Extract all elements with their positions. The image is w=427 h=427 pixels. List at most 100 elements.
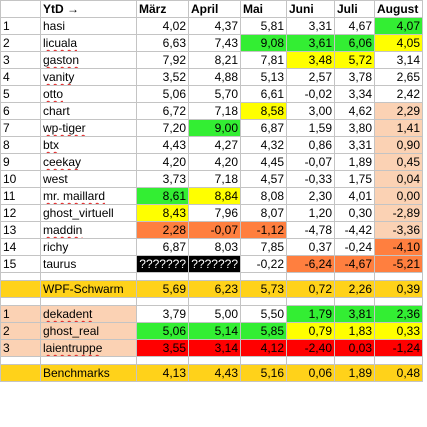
- value-cell[interactable]: 4,05: [374, 34, 423, 52]
- empty-cell[interactable]: [286, 297, 335, 306]
- value-cell[interactable]: -0,07: [286, 153, 335, 171]
- value-cell[interactable]: -4,78: [286, 221, 335, 239]
- value-cell[interactable]: 5,16: [240, 364, 287, 382]
- value-cell[interactable]: -0,24: [334, 238, 375, 256]
- value-cell[interactable]: 5,14: [188, 322, 241, 340]
- empty-cell[interactable]: [334, 356, 375, 365]
- value-cell[interactable]: 5,50: [240, 305, 287, 323]
- rank-cell[interactable]: 9: [0, 153, 41, 171]
- header-month-cell[interactable]: Juni: [286, 0, 335, 18]
- rank-cell[interactable]: 1: [0, 17, 41, 35]
- value-cell[interactable]: 4,43: [136, 136, 189, 154]
- empty-cell[interactable]: [374, 297, 423, 306]
- rank-cell[interactable]: 1: [0, 305, 41, 323]
- value-cell[interactable]: 0,30: [334, 204, 375, 222]
- value-cell[interactable]: 4,01: [334, 187, 375, 205]
- empty-cell[interactable]: [40, 297, 137, 306]
- name-cell[interactable]: laientruppe: [40, 339, 137, 357]
- rank-cell[interactable]: 3: [0, 51, 41, 69]
- value-cell[interactable]: 3,81: [334, 305, 375, 323]
- value-cell[interactable]: 5,70: [188, 85, 241, 103]
- empty-cell[interactable]: [40, 356, 137, 365]
- empty-cell[interactable]: [188, 272, 241, 281]
- value-cell[interactable]: 8,21: [188, 51, 241, 69]
- name-cell[interactable]: ceekay: [40, 153, 137, 171]
- value-cell[interactable]: 8,03: [188, 238, 241, 256]
- value-cell[interactable]: 4,67: [334, 17, 375, 35]
- value-cell[interactable]: -2,89: [374, 204, 423, 222]
- value-cell[interactable]: 0,45: [374, 153, 423, 171]
- value-cell[interactable]: 0,00: [374, 187, 423, 205]
- value-cell[interactable]: 3,52: [136, 68, 189, 86]
- value-cell[interactable]: 1,75: [334, 170, 375, 188]
- value-cell[interactable]: 3,61: [286, 34, 335, 52]
- empty-cell[interactable]: [374, 272, 423, 281]
- value-cell[interactable]: 3,80: [334, 119, 375, 137]
- value-cell[interactable]: 3,14: [374, 51, 423, 69]
- value-cell[interactable]: 4,12: [240, 339, 287, 357]
- value-cell[interactable]: 1,89: [334, 364, 375, 382]
- value-cell[interactable]: 4,43: [188, 364, 241, 382]
- empty-cell[interactable]: [286, 272, 335, 281]
- value-cell[interactable]: 7,20: [136, 119, 189, 137]
- name-cell[interactable]: btx: [40, 136, 137, 154]
- rank-cell[interactable]: 3: [0, 339, 41, 357]
- rank-cell[interactable]: 6: [0, 102, 41, 120]
- value-cell[interactable]: 0,03: [334, 339, 375, 357]
- header-month-cell[interactable]: März: [136, 0, 189, 18]
- value-cell[interactable]: 4,32: [240, 136, 287, 154]
- value-cell[interactable]: -0,07: [188, 221, 241, 239]
- value-cell[interactable]: 0,37: [286, 238, 335, 256]
- value-cell[interactable]: 7,81: [240, 51, 287, 69]
- empty-cell[interactable]: [188, 356, 241, 365]
- rank-cell[interactable]: 4: [0, 68, 41, 86]
- name-cell[interactable]: richy: [40, 238, 137, 256]
- value-cell[interactable]: 5,72: [334, 51, 375, 69]
- empty-cell[interactable]: [40, 272, 137, 281]
- header-month-cell[interactable]: Mai: [240, 0, 287, 18]
- value-cell[interactable]: 9,00: [188, 119, 241, 137]
- value-cell[interactable]: 5,73: [240, 280, 287, 298]
- value-cell[interactable]: 0,90: [374, 136, 423, 154]
- value-cell[interactable]: 0,33: [374, 322, 423, 340]
- rank-cell[interactable]: [0, 364, 41, 382]
- header-ytd-cell[interactable]: YtD →: [40, 0, 137, 18]
- value-cell[interactable]: 1,83: [334, 322, 375, 340]
- empty-cell[interactable]: [136, 356, 189, 365]
- name-cell[interactable]: hasi: [40, 17, 137, 35]
- empty-cell[interactable]: [0, 356, 41, 365]
- value-cell[interactable]: 0,06: [286, 364, 335, 382]
- rank-cell[interactable]: 5: [0, 85, 41, 103]
- value-cell[interactable]: 4,57: [240, 170, 287, 188]
- value-cell[interactable]: 5,06: [136, 85, 189, 103]
- value-cell[interactable]: 2,36: [374, 305, 423, 323]
- header-month-cell[interactable]: April: [188, 0, 241, 18]
- empty-cell[interactable]: [334, 272, 375, 281]
- empty-cell[interactable]: [374, 356, 423, 365]
- empty-cell[interactable]: [188, 297, 241, 306]
- value-cell[interactable]: 3,79: [136, 305, 189, 323]
- empty-cell[interactable]: [240, 272, 287, 281]
- value-cell[interactable]: 5,00: [188, 305, 241, 323]
- value-cell[interactable]: 5,85: [240, 322, 287, 340]
- name-cell[interactable]: dekadent: [40, 305, 137, 323]
- empty-cell[interactable]: [0, 297, 41, 306]
- value-cell[interactable]: 1,20: [286, 204, 335, 222]
- value-cell[interactable]: 4,07: [374, 17, 423, 35]
- value-cell[interactable]: 4,20: [188, 153, 241, 171]
- value-cell[interactable]: 5,06: [136, 322, 189, 340]
- name-cell[interactable]: wp-tiger: [40, 119, 137, 137]
- value-cell[interactable]: 4,02: [136, 17, 189, 35]
- empty-cell[interactable]: [286, 356, 335, 365]
- value-cell[interactable]: 4,20: [136, 153, 189, 171]
- value-cell[interactable]: 3,73: [136, 170, 189, 188]
- value-cell[interactable]: -4,42: [334, 221, 375, 239]
- rank-cell[interactable]: 15: [0, 255, 41, 273]
- value-cell[interactable]: -5,21: [374, 255, 423, 273]
- name-cell[interactable]: ghost_virtuell: [40, 204, 137, 222]
- value-cell[interactable]: -0,22: [240, 255, 287, 273]
- value-cell[interactable]: -6,24: [286, 255, 335, 273]
- value-cell[interactable]: 0,72: [286, 280, 335, 298]
- value-cell[interactable]: 4,88: [188, 68, 241, 86]
- rank-cell[interactable]: 13: [0, 221, 41, 239]
